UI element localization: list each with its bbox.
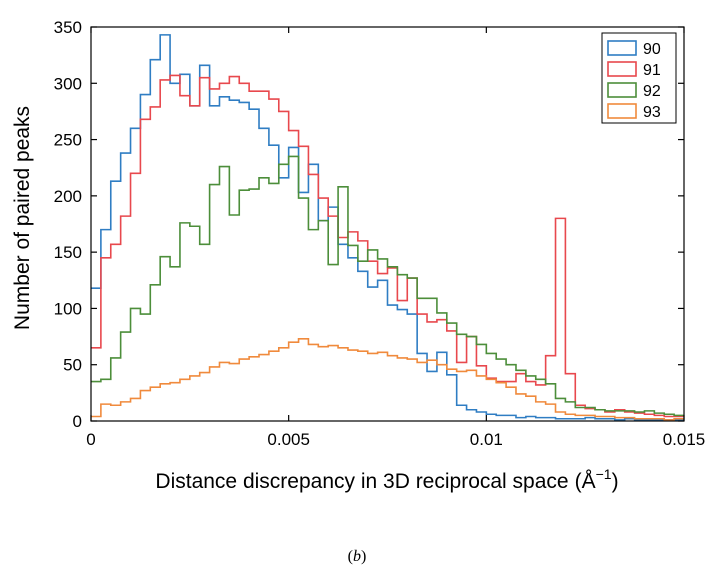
series-line-92	[91, 155, 684, 417]
legend-item-91: 91	[607, 61, 661, 79]
series-90	[91, 34, 684, 421]
legend-item-93: 93	[607, 103, 661, 121]
legend-item-92: 92	[607, 82, 661, 100]
legend-label: 93	[643, 104, 661, 121]
series-93	[91, 338, 684, 421]
series-layer	[91, 34, 684, 421]
y-tick-label: 350	[54, 18, 82, 37]
legend-label: 92	[643, 83, 661, 100]
caption-close: )	[361, 548, 367, 565]
legend-label: 91	[643, 62, 661, 79]
legend-item-90: 90	[607, 40, 661, 58]
y-tick-label: 250	[54, 131, 82, 150]
y-tick-label: 0	[73, 412, 82, 431]
x-axis-unit-exponent: −1	[596, 466, 612, 482]
caption-letter: b	[353, 548, 361, 565]
series-91	[91, 74, 684, 418]
axes-layer: 0 0.005 0.01 0.015 0 50 100 150 200 250 300 350	[54, 18, 706, 449]
legend-label: 90	[643, 41, 661, 58]
y-axis-label: Number of paired peaks	[11, 106, 34, 330]
series-92	[91, 155, 684, 417]
x-tick-label: 0	[86, 430, 95, 449]
legend-swatch	[607, 82, 637, 98]
y-tick-label: 200	[54, 187, 82, 206]
y-tick-label: 150	[54, 243, 82, 262]
series-line-90	[91, 34, 684, 421]
x-axis-label: Distance discrepancy in 3D reciprocal sp…	[155, 466, 618, 493]
x-axis-label-text: Distance discrepancy in 3D reciprocal sp…	[155, 470, 568, 493]
series-line-91	[91, 74, 684, 418]
axes-frame	[90, 26, 685, 422]
legend-swatch	[607, 61, 637, 77]
series-line-93	[91, 338, 684, 421]
legend-swatch	[607, 103, 637, 119]
y-tick-label: 100	[54, 299, 82, 318]
figure-caption: (b)	[0, 548, 714, 566]
x-tick-label: 0.01	[470, 430, 503, 449]
caption-open: (	[347, 548, 353, 565]
histogram-chart: 0 0.005 0.01 0.015 0 50 100 150 200 250 300 350 Num…	[11, 18, 706, 493]
legend-box	[601, 32, 677, 124]
y-tick-label: 300	[54, 74, 82, 93]
y-tick-label: 50	[63, 356, 82, 375]
legend: 90 91 92 93	[601, 32, 677, 124]
x-tick-label: 0.005	[267, 430, 310, 449]
x-axis-unit: Å	[582, 470, 596, 493]
x-tick-label: 0.015	[663, 430, 706, 449]
legend-swatch	[607, 40, 637, 56]
